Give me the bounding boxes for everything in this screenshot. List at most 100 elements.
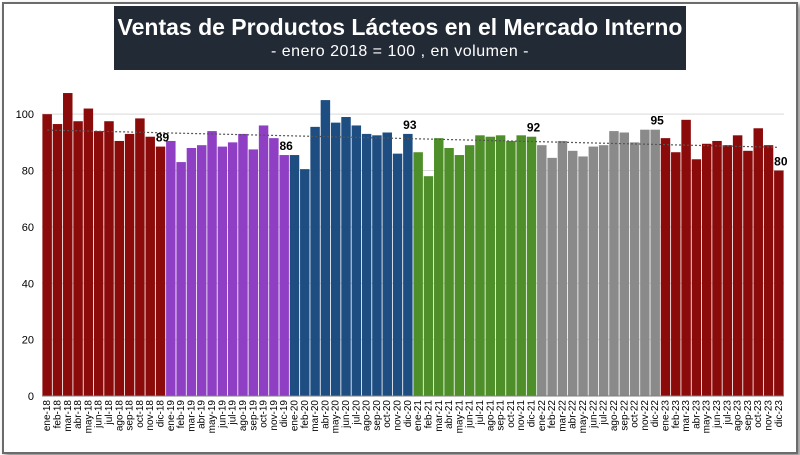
bar-abr-21 — [444, 148, 454, 396]
data-label: 80 — [774, 155, 788, 169]
x-tick-label: ago-18 — [114, 400, 125, 432]
bar-jun-21 — [464, 145, 475, 396]
bar-jun-20 — [341, 117, 351, 396]
x-tick-label: dic-18 — [156, 400, 167, 428]
x-tick-label: jul-23 — [722, 400, 733, 426]
x-tick-label: jul-21 — [475, 400, 486, 426]
y-tick-label: 100 — [16, 109, 34, 121]
bar-mar-18 — [63, 93, 73, 396]
bar-jul-21 — [475, 135, 485, 396]
bar-ago-20 — [361, 133, 372, 396]
x-tick-label: ene-21 — [413, 400, 424, 432]
x-tick-label: ago-20 — [362, 400, 373, 432]
x-tick-label: jun-21 — [465, 400, 476, 429]
data-label: 89 — [156, 131, 170, 145]
x-tick-label: ene-20 — [289, 400, 300, 432]
x-tick-label: nov-19 — [269, 400, 280, 431]
y-tick-label: 40 — [22, 278, 34, 290]
bar-abr-19 — [196, 145, 207, 396]
x-tick-label: may-18 — [83, 400, 94, 434]
bar-feb-18 — [52, 124, 63, 396]
bar-dic-19 — [279, 155, 289, 396]
bar-sep-23 — [743, 150, 753, 396]
x-tick-label: mar-20 — [310, 400, 321, 432]
x-tick-label: mar-23 — [681, 400, 692, 432]
bar-feb-21 — [423, 176, 434, 396]
x-tick-label: feb-18 — [52, 400, 63, 429]
bar-abr-20 — [320, 100, 331, 396]
x-tick-label: jun-18 — [94, 400, 105, 429]
bar-jul-22 — [598, 145, 609, 396]
bar-mar-23 — [681, 119, 691, 397]
x-tick-label: dic-23 — [774, 400, 785, 428]
x-tick-label: feb-23 — [671, 400, 682, 429]
bar-sep-18 — [124, 133, 135, 396]
bar-may-22 — [578, 156, 588, 396]
x-tick-label: oct-20 — [382, 400, 393, 428]
x-tick-label: jun-23 — [712, 400, 723, 429]
x-tick-label: nov-21 — [516, 400, 527, 431]
bar-oct-23 — [753, 128, 763, 397]
x-tick-label: feb-21 — [423, 400, 434, 429]
x-tick-label: ago-22 — [609, 400, 620, 432]
x-tick-label: mar-22 — [557, 400, 568, 432]
x-tick-label: abr-22 — [568, 400, 579, 429]
x-tick-label: jul-20 — [351, 400, 362, 426]
x-tick-label: dic-21 — [527, 400, 538, 428]
y-tick-label: 0 — [28, 391, 34, 403]
bar-feb-22 — [547, 157, 557, 396]
x-tick-label: ene-19 — [166, 400, 177, 432]
x-tick-label: ene-23 — [660, 400, 671, 432]
bar-jul-20 — [351, 125, 362, 397]
bar-dic-22 — [650, 129, 660, 396]
bar-nov-21 — [516, 135, 526, 396]
bar-oct-22 — [629, 142, 640, 396]
x-tick-label: abr-21 — [444, 400, 455, 429]
x-tick-label: ago-19 — [238, 400, 249, 432]
bar-abr-23 — [691, 159, 702, 396]
bar-sep-21 — [495, 135, 506, 396]
x-tick-label: jun-22 — [588, 400, 599, 429]
bar-oct-21 — [506, 140, 516, 396]
x-tick-label: dic-20 — [403, 400, 414, 428]
y-tick-label: 80 — [22, 166, 34, 178]
bar-jul-23 — [722, 145, 733, 396]
bar-ago-23 — [732, 135, 743, 396]
bar-sep-20 — [372, 135, 382, 396]
x-tick-label: jul-18 — [104, 400, 115, 426]
x-tick-label: may-22 — [578, 400, 589, 434]
bar-ago-19 — [238, 133, 248, 396]
x-tick-label: feb-19 — [176, 400, 187, 429]
bar-ene-21 — [413, 152, 423, 396]
bar-ago-21 — [485, 136, 496, 396]
bar-nov-20 — [392, 153, 403, 396]
bar-jul-19 — [227, 142, 238, 396]
x-tick-label: jun-19 — [217, 400, 228, 429]
bar-nov-18 — [145, 136, 155, 396]
x-tick-label: sep-23 — [743, 400, 754, 431]
x-tick-label: feb-20 — [300, 400, 311, 429]
x-tick-label: abr-23 — [691, 400, 702, 429]
bar-mar-22 — [557, 140, 568, 396]
chart-subtitle: - enero 2018 = 100 , en volumen - — [271, 43, 529, 60]
bar-ene-20 — [289, 155, 300, 396]
x-tick-label: feb-22 — [547, 400, 558, 429]
bar-may-19 — [207, 131, 217, 396]
data-label: 93 — [403, 118, 417, 132]
y-tick-label: 60 — [22, 222, 34, 234]
bar-abr-22 — [567, 150, 578, 396]
bar-may-20 — [330, 122, 341, 397]
data-label: 92 — [527, 121, 541, 135]
title-box: Ventas de Productos Lácteos en el Mercad… — [114, 6, 686, 70]
y-tick-label: 20 — [22, 335, 34, 347]
bar-jul-18 — [104, 121, 114, 397]
x-tick-label: jul-22 — [599, 400, 610, 426]
x-tick-label: jun-20 — [341, 400, 352, 429]
bar-feb-19 — [176, 162, 186, 396]
x-tick-label: oct-21 — [506, 400, 517, 428]
x-tick-label: dic-19 — [279, 400, 290, 428]
bar-mar-20 — [310, 126, 320, 396]
bar-ene-18 — [42, 114, 52, 396]
x-tick-label: nov-23 — [764, 400, 775, 431]
